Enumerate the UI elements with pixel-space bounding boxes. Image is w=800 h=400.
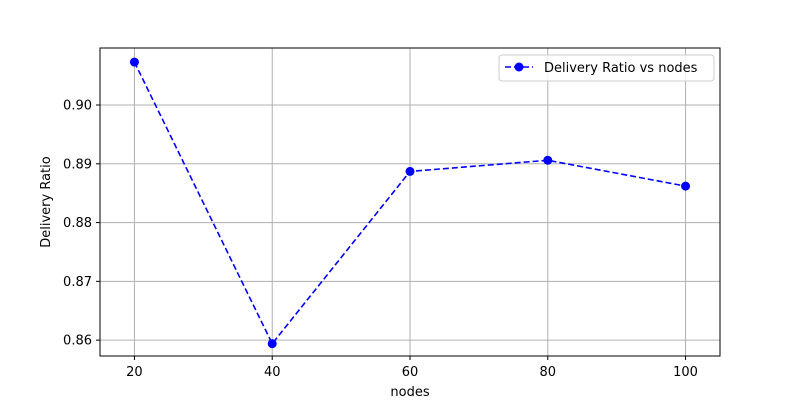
series-layer xyxy=(129,57,691,349)
x-tick-label: 60 xyxy=(402,365,419,380)
data-point xyxy=(405,166,415,176)
y-tick-label: 0.88 xyxy=(63,216,92,231)
legend-marker-icon xyxy=(514,62,524,72)
x-tick-label: 20 xyxy=(126,365,143,380)
y-axis-label: Delivery Ratio xyxy=(39,156,54,248)
y-tick-label: 0.87 xyxy=(63,275,92,290)
legend-box xyxy=(498,54,715,82)
data-point xyxy=(129,57,139,67)
data-point xyxy=(267,339,277,349)
y-tick-label: 0.86 xyxy=(63,334,92,349)
y-tick-label: 0.90 xyxy=(63,99,92,114)
legend: Delivery Ratio vs nodes xyxy=(498,54,715,82)
x-tick-label: 100 xyxy=(673,365,698,380)
x-tick-label: 40 xyxy=(264,365,281,380)
x-axis-label: nodes xyxy=(390,385,429,400)
legend-entry-label: Delivery Ratio vs nodes xyxy=(544,61,698,76)
x-tick-label: 80 xyxy=(540,365,557,380)
data-point xyxy=(681,181,691,191)
data-point xyxy=(543,155,553,165)
y-tick-label: 0.89 xyxy=(63,157,92,172)
axis-ticks: 20 40 60 80 100 0.86 0.87 0.88 0.89 0.90 xyxy=(63,99,698,380)
grid xyxy=(100,48,720,356)
